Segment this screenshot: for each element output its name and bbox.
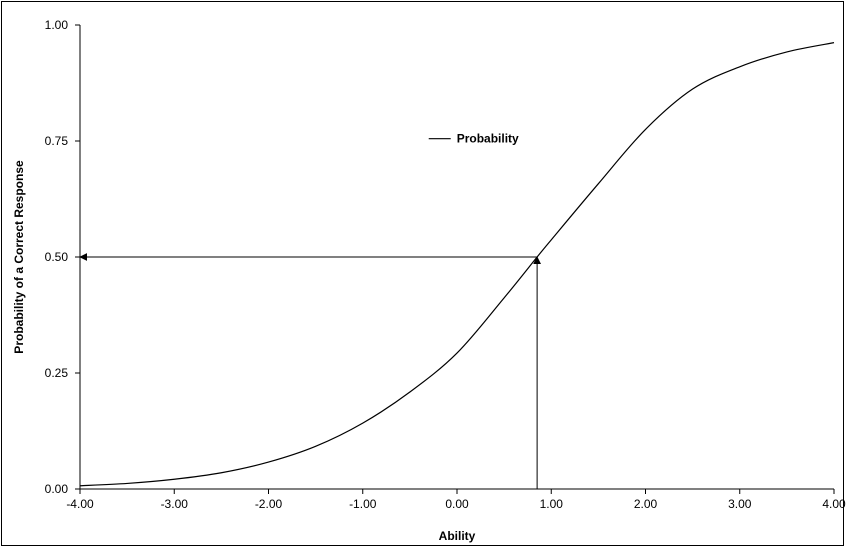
x-tick-label: 0.00 (445, 497, 469, 511)
y-tick-label: 0.00 (45, 482, 69, 496)
y-tick-label: 1.00 (45, 18, 69, 32)
x-tick-label: 3.00 (728, 497, 752, 511)
y-tick-label: 0.75 (45, 134, 69, 148)
legend: Probability (428, 132, 519, 146)
x-tick-label: 2.00 (634, 497, 658, 511)
x-tick-label: 4.00 (822, 497, 846, 511)
series (79, 42, 835, 487)
x-axis-title: Ability (439, 529, 476, 543)
x-tick-label: -1.00 (349, 497, 377, 511)
x-tick-label: -4.00 (66, 497, 94, 511)
x-tick-label: -2.00 (255, 497, 283, 511)
x-tick-label: -3.00 (161, 497, 189, 511)
y-axis-title: Probability of a Correct Response (12, 160, 26, 354)
ticks: 0.00 0.25 0.50 0.75 1.00 -4.00 -3.00 -2.00 -1.00… (45, 18, 846, 511)
y-tick-label: 0.25 (45, 366, 69, 380)
legend-label: Probability (457, 132, 519, 146)
probability-series-line (79, 42, 835, 487)
axis-titles: Ability Probability of a Correct Response (12, 160, 476, 543)
x-tick-label: 1.00 (540, 497, 564, 511)
y-tick-label: 0.50 (45, 250, 69, 264)
annotations (79, 253, 542, 489)
